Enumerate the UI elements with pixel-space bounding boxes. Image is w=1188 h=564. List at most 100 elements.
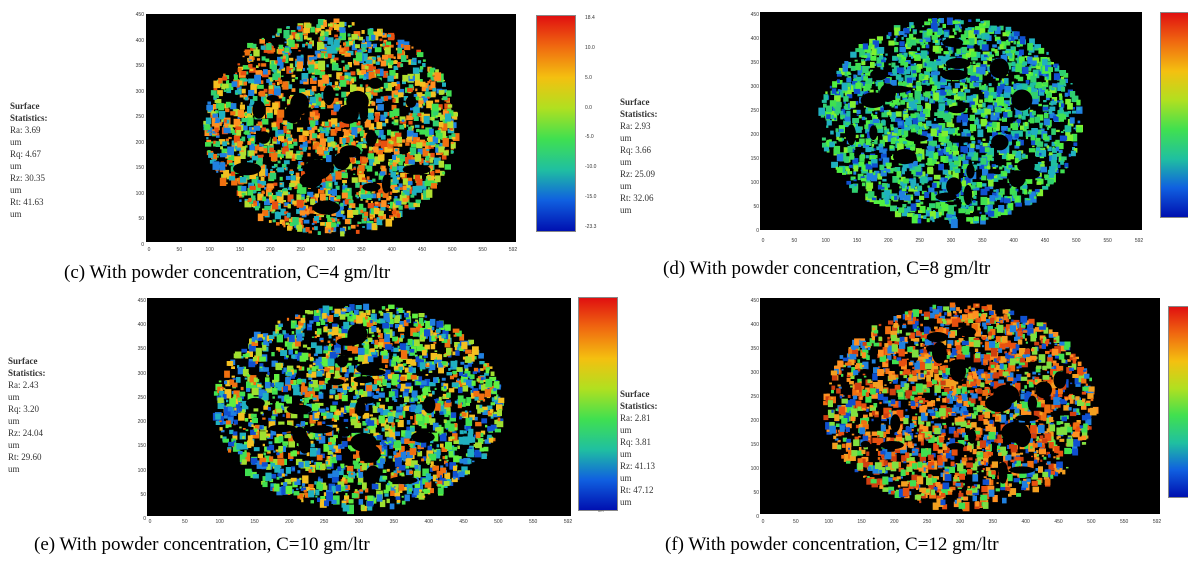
surface-speckle <box>351 34 358 40</box>
surface-speckle <box>919 39 923 43</box>
surface-speckle <box>361 30 365 34</box>
surface-speckle <box>327 74 332 78</box>
surface-speckle <box>356 68 360 72</box>
surface-speckle <box>864 83 871 91</box>
surface-speckle <box>900 176 906 182</box>
surface-speckle <box>340 407 347 414</box>
surface-speckle <box>287 204 291 209</box>
surface-speckle <box>264 187 267 190</box>
surface-speckle <box>1049 106 1056 112</box>
surface-speckle <box>938 133 946 142</box>
surface-speckle <box>454 342 460 348</box>
surface-speckle <box>257 213 264 222</box>
surface-speckle <box>1015 57 1019 61</box>
surface-pit <box>941 69 968 81</box>
surface-speckle <box>1044 89 1049 94</box>
surface-speckle <box>282 55 286 59</box>
surface-speckle <box>930 128 937 137</box>
surface-speckle <box>456 379 463 387</box>
surface-speckle <box>212 104 217 110</box>
surface-speckle <box>406 137 413 143</box>
surface-speckle <box>277 109 285 118</box>
surface-speckle <box>432 120 439 127</box>
surface-speckle <box>847 146 853 153</box>
surface-speckle <box>1048 108 1053 114</box>
surface-speckle <box>425 127 433 137</box>
surface-speckle <box>884 110 889 114</box>
surface-speckle <box>1060 100 1063 104</box>
surface-speckle <box>415 356 421 363</box>
surface-speckle <box>249 174 256 180</box>
surface-speckle <box>871 163 878 168</box>
surface-speckle <box>371 34 376 40</box>
surface-speckle <box>1014 157 1019 164</box>
surface-speckle <box>405 469 412 476</box>
surface-speckle <box>298 50 301 52</box>
surface-speckle <box>892 176 900 183</box>
surface-speckle <box>266 107 270 112</box>
surface-speckle <box>846 62 852 69</box>
surface-speckle <box>439 459 442 462</box>
surface-speckle <box>954 192 960 198</box>
surface-speckle <box>233 118 241 128</box>
surface-speckle <box>408 126 413 131</box>
surface-speckle <box>301 499 304 503</box>
surface-speckle <box>917 129 922 135</box>
surface-speckle <box>948 82 951 87</box>
surface-speckle <box>396 81 400 84</box>
surface-speckle <box>359 84 363 88</box>
surface-speckle <box>272 35 275 38</box>
surface-speckle <box>1058 149 1063 153</box>
surface-speckle <box>386 197 391 201</box>
surface-speckle <box>239 199 242 202</box>
surface-speckle <box>267 192 272 197</box>
surface-speckle <box>835 131 841 137</box>
surface-speckle <box>295 33 300 40</box>
surface-speckle <box>1022 83 1028 90</box>
surface-speckle <box>239 138 242 141</box>
surface-speckle <box>994 49 998 54</box>
surface-speckle <box>961 79 966 83</box>
surface-speckle <box>877 173 883 180</box>
surface-speckle <box>889 102 895 107</box>
surface-speckle <box>391 82 398 87</box>
surface-speckle <box>344 41 351 47</box>
surface-speckle <box>886 183 890 188</box>
surface-speckle <box>1014 34 1019 40</box>
surface-speckle <box>403 41 410 49</box>
surface-speckle <box>236 86 242 92</box>
surface-speckle <box>966 207 970 210</box>
surface-speckle <box>871 175 878 182</box>
surface-speckle <box>205 117 212 125</box>
surface-speckle <box>244 94 248 98</box>
surface-speckle <box>280 208 286 216</box>
surface-speckle <box>1046 183 1050 187</box>
surface-speckle <box>984 54 988 58</box>
surface-speckle <box>365 89 370 92</box>
surface-speckle <box>378 210 384 216</box>
surface-speckle <box>390 141 394 145</box>
surface-speckle <box>358 490 364 494</box>
surface-speckle <box>423 353 428 358</box>
surface-speckle <box>879 164 885 171</box>
surface-speckle <box>875 81 878 84</box>
surface-speckle <box>997 46 1001 50</box>
surface-speckle <box>383 82 388 89</box>
surface-speckle <box>967 72 972 75</box>
surface-speckle <box>931 182 937 188</box>
surface-speckle <box>331 222 337 228</box>
surface-speckle <box>269 147 274 153</box>
surface-speckle <box>447 121 454 129</box>
surface-speckle <box>1005 26 1012 32</box>
surface-speckle <box>959 82 964 86</box>
surface-speckle <box>349 141 357 150</box>
surface-speckle <box>976 182 983 188</box>
surface-speckle <box>457 456 462 463</box>
surface-speckle <box>248 78 255 84</box>
surface-speckle <box>832 118 835 121</box>
surface-speckle <box>351 22 355 26</box>
surface-speckle <box>337 68 342 71</box>
surface-speckle <box>228 176 235 181</box>
surface-speckle <box>1060 76 1064 80</box>
surface-speckle <box>448 135 453 139</box>
